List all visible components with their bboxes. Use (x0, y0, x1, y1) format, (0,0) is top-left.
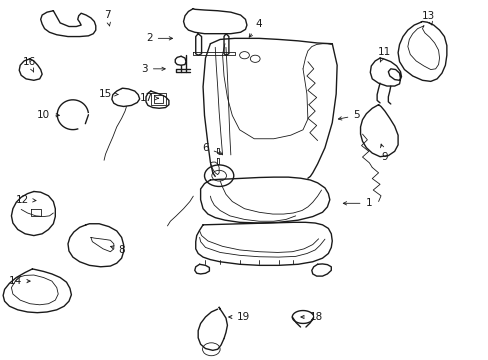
Text: 5: 5 (338, 111, 359, 121)
Text: 16: 16 (22, 57, 36, 72)
Text: 2: 2 (146, 33, 172, 43)
Text: 13: 13 (421, 11, 434, 25)
Text: 3: 3 (141, 64, 165, 74)
Text: 14: 14 (9, 276, 30, 286)
Text: 8: 8 (110, 245, 124, 255)
Text: 18: 18 (300, 312, 323, 322)
Text: 10: 10 (37, 110, 59, 120)
Text: 7: 7 (103, 10, 110, 26)
Text: 6: 6 (202, 143, 222, 155)
Text: 17: 17 (139, 93, 158, 103)
Text: 15: 15 (99, 89, 118, 99)
Text: 19: 19 (228, 312, 250, 322)
Text: 12: 12 (16, 195, 36, 205)
Text: 1: 1 (343, 198, 371, 208)
Text: 11: 11 (378, 46, 391, 62)
Text: 4: 4 (249, 19, 262, 37)
Text: 9: 9 (380, 144, 387, 162)
